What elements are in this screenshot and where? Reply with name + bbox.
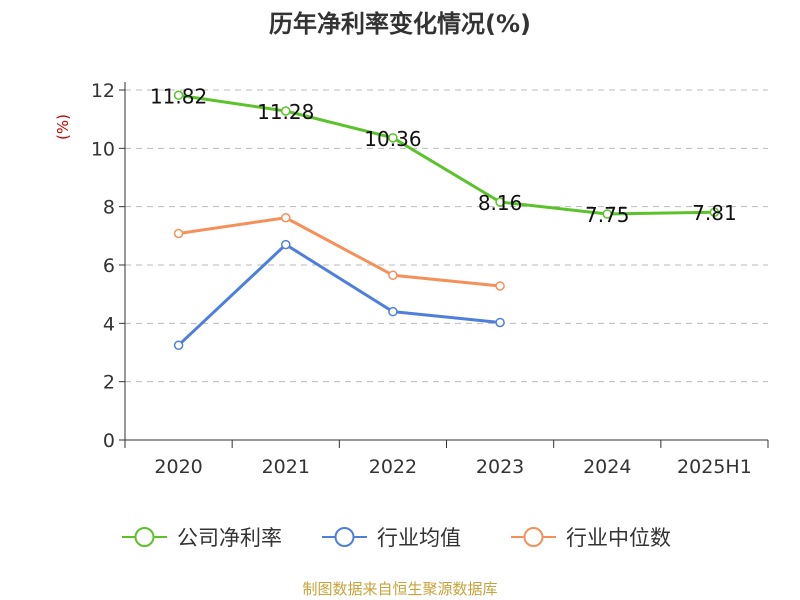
- data-point: [495, 317, 505, 328]
- legend-marker: [523, 527, 544, 547]
- y-tick-label: 12: [91, 80, 115, 102]
- data-point: [173, 228, 184, 239]
- series-line-0: [178, 93, 715, 216]
- legend-marker: [334, 527, 355, 547]
- legend-marker: [134, 527, 155, 547]
- legend-label: 公司净利率: [177, 526, 282, 550]
- data-label: 10.36: [364, 127, 421, 151]
- x-tick-label: 2020: [154, 456, 202, 478]
- x-tick-label: 2025H1: [677, 456, 752, 478]
- data-label: 8.16: [478, 191, 523, 215]
- data-label: 11.28: [257, 100, 314, 124]
- data-label: 11.82: [150, 84, 207, 108]
- series-line-1: [177, 243, 501, 347]
- data-label: 7.81: [692, 201, 737, 225]
- y-tick-label: 8: [103, 197, 115, 219]
- data-point: [602, 209, 612, 219]
- data-point: [281, 106, 291, 116]
- data-point: [388, 306, 398, 317]
- data-point: [281, 213, 291, 223]
- data-point: [388, 133, 398, 143]
- x-tick-label: 2022: [369, 456, 417, 478]
- legend-label: 行业均值: [377, 526, 461, 550]
- data-point: [495, 197, 505, 207]
- data-label: 7.75: [585, 203, 630, 227]
- data-point: [173, 90, 184, 100]
- legend-label: 行业中位数: [566, 526, 671, 550]
- y-axis-label: (%): [54, 114, 72, 140]
- data-point: [709, 207, 720, 217]
- source-note: 制图数据来自恒生聚源数据库: [302, 580, 498, 598]
- y-tick-label: 0: [103, 430, 115, 452]
- y-tick-label: 6: [103, 255, 115, 277]
- data-point: [388, 270, 398, 280]
- chart-title: 历年净利率变化情况(%): [269, 10, 531, 38]
- y-tick-label: 10: [91, 138, 115, 160]
- y-tick-label: 2: [103, 372, 115, 394]
- data-point: [173, 340, 184, 350]
- y-tick-label: 4: [103, 313, 115, 335]
- series-line-2: [178, 216, 501, 288]
- data-point: [495, 281, 505, 291]
- x-tick-label: 2021: [262, 456, 310, 478]
- data-point: [281, 239, 291, 250]
- x-tick-label: 2023: [476, 456, 524, 478]
- x-tick-label: 2024: [583, 456, 631, 478]
